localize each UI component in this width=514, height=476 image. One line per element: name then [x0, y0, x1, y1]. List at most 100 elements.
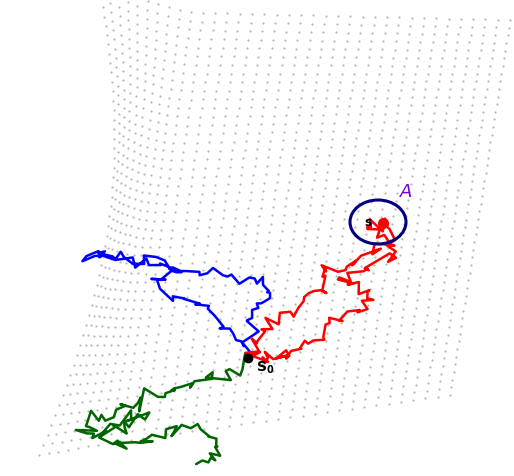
Point — [344, 110, 352, 118]
Point — [156, 92, 164, 99]
Point — [458, 239, 466, 247]
Point — [436, 302, 444, 309]
Point — [238, 78, 246, 86]
Point — [319, 29, 327, 36]
Point — [168, 396, 176, 404]
Point — [193, 52, 201, 60]
Point — [378, 46, 387, 53]
Point — [323, 408, 331, 416]
Point — [287, 161, 296, 169]
Point — [209, 366, 217, 374]
Point — [88, 301, 96, 309]
Point — [209, 113, 217, 120]
Point — [225, 422, 233, 430]
Point — [171, 294, 179, 302]
Point — [110, 154, 118, 162]
Point — [436, 148, 444, 156]
Point — [114, 148, 122, 156]
Point — [354, 207, 362, 214]
Point — [123, 154, 132, 161]
Point — [459, 78, 467, 85]
Point — [457, 247, 465, 254]
Point — [93, 406, 101, 414]
Point — [425, 218, 433, 226]
Point — [114, 82, 122, 89]
Point — [301, 315, 309, 323]
Point — [139, 96, 148, 103]
Point — [282, 111, 290, 119]
Point — [141, 161, 150, 169]
Point — [461, 70, 469, 78]
Point — [287, 243, 296, 251]
Point — [125, 278, 134, 286]
Point — [307, 28, 315, 36]
Point — [345, 102, 353, 110]
Point — [377, 370, 386, 377]
Point — [219, 121, 228, 129]
Point — [271, 103, 280, 111]
Point — [116, 12, 124, 20]
Point — [125, 108, 134, 115]
Point — [158, 155, 166, 163]
Point — [480, 177, 488, 185]
Point — [379, 276, 388, 284]
Point — [70, 399, 78, 407]
Point — [489, 123, 497, 131]
Point — [126, 231, 134, 239]
Point — [248, 345, 256, 353]
Point — [350, 310, 358, 318]
Point — [144, 252, 153, 260]
Point — [293, 284, 302, 291]
Point — [408, 172, 416, 180]
Point — [242, 138, 250, 145]
Point — [265, 145, 273, 153]
Point — [364, 54, 373, 61]
Point — [358, 13, 366, 20]
Point — [338, 232, 346, 239]
Point — [384, 166, 393, 173]
Point — [196, 113, 205, 120]
Point — [398, 157, 406, 165]
Point — [461, 299, 469, 307]
Point — [153, 10, 161, 17]
Point — [288, 70, 297, 78]
Point — [394, 21, 402, 29]
Point — [372, 324, 380, 331]
Point — [140, 87, 148, 94]
Point — [174, 104, 182, 111]
Point — [96, 360, 104, 368]
Point — [179, 69, 187, 77]
Point — [470, 85, 479, 93]
Point — [244, 370, 252, 378]
Point — [252, 402, 260, 410]
Point — [114, 157, 122, 165]
Point — [316, 136, 324, 143]
Point — [382, 102, 390, 109]
Point — [212, 172, 221, 180]
Point — [175, 15, 183, 22]
Point — [383, 252, 391, 260]
Point — [236, 347, 244, 354]
Point — [86, 397, 95, 405]
Point — [233, 197, 242, 204]
Point — [429, 195, 437, 202]
Point — [325, 233, 334, 240]
Point — [281, 203, 289, 210]
Point — [102, 405, 110, 412]
Point — [442, 187, 450, 194]
Point — [116, 296, 124, 303]
Point — [420, 93, 428, 101]
Point — [320, 103, 328, 110]
Point — [266, 220, 274, 228]
Point — [208, 207, 216, 214]
Point — [328, 297, 336, 304]
Point — [389, 54, 397, 61]
Point — [125, 89, 134, 97]
Point — [310, 86, 319, 94]
Point — [115, 110, 123, 118]
Point — [188, 427, 196, 435]
Point — [428, 356, 436, 364]
Point — [360, 403, 368, 411]
Point — [252, 320, 260, 328]
Point — [262, 253, 270, 261]
